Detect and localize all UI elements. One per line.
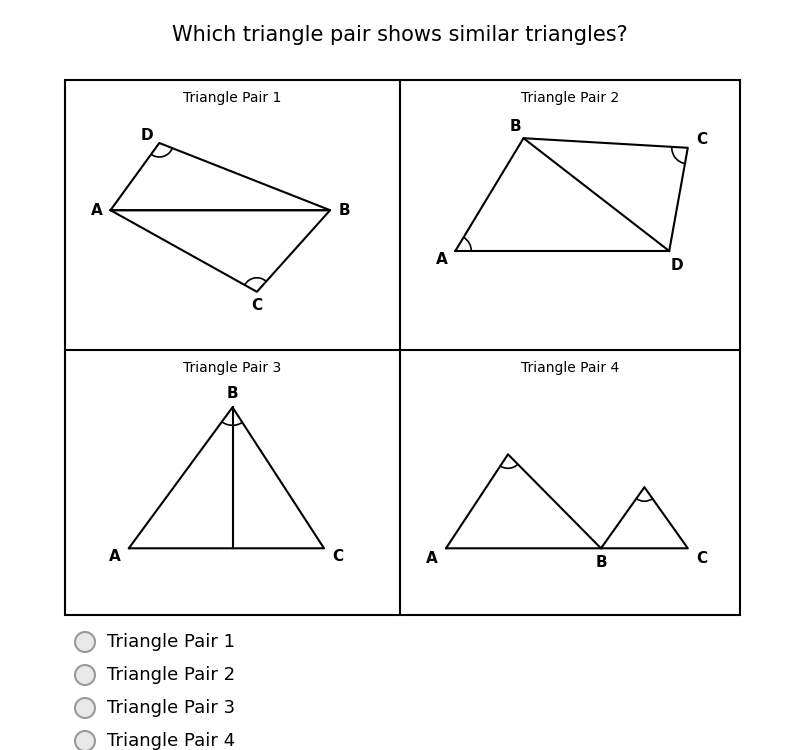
Text: A: A bbox=[109, 549, 121, 564]
Text: Triangle Pair 2: Triangle Pair 2 bbox=[521, 91, 619, 105]
Text: C: C bbox=[333, 549, 343, 564]
Text: B: B bbox=[226, 386, 238, 400]
Text: Which triangle pair shows similar triangles?: Which triangle pair shows similar triang… bbox=[172, 25, 628, 45]
Text: Triangle Pair 2: Triangle Pair 2 bbox=[107, 666, 235, 684]
Circle shape bbox=[76, 666, 94, 684]
Text: A: A bbox=[426, 550, 438, 566]
Text: D: D bbox=[141, 128, 154, 142]
Text: Triangle Pair 3: Triangle Pair 3 bbox=[183, 361, 282, 375]
Text: C: C bbox=[696, 132, 707, 147]
Circle shape bbox=[76, 699, 94, 717]
Text: Triangle Pair 4: Triangle Pair 4 bbox=[521, 361, 619, 375]
Text: Triangle Pair 1: Triangle Pair 1 bbox=[107, 633, 235, 651]
Text: D: D bbox=[671, 257, 683, 272]
Text: B: B bbox=[510, 118, 522, 134]
Text: Triangle Pair 4: Triangle Pair 4 bbox=[107, 732, 235, 750]
Text: B: B bbox=[595, 555, 607, 570]
Text: Triangle Pair 1: Triangle Pair 1 bbox=[183, 91, 282, 105]
Text: A: A bbox=[435, 251, 447, 266]
Circle shape bbox=[76, 732, 94, 750]
Text: C: C bbox=[251, 298, 262, 314]
Text: B: B bbox=[338, 202, 350, 217]
Circle shape bbox=[76, 633, 94, 651]
Text: A: A bbox=[90, 202, 102, 217]
Text: C: C bbox=[696, 550, 707, 566]
Text: Triangle Pair 3: Triangle Pair 3 bbox=[107, 699, 235, 717]
